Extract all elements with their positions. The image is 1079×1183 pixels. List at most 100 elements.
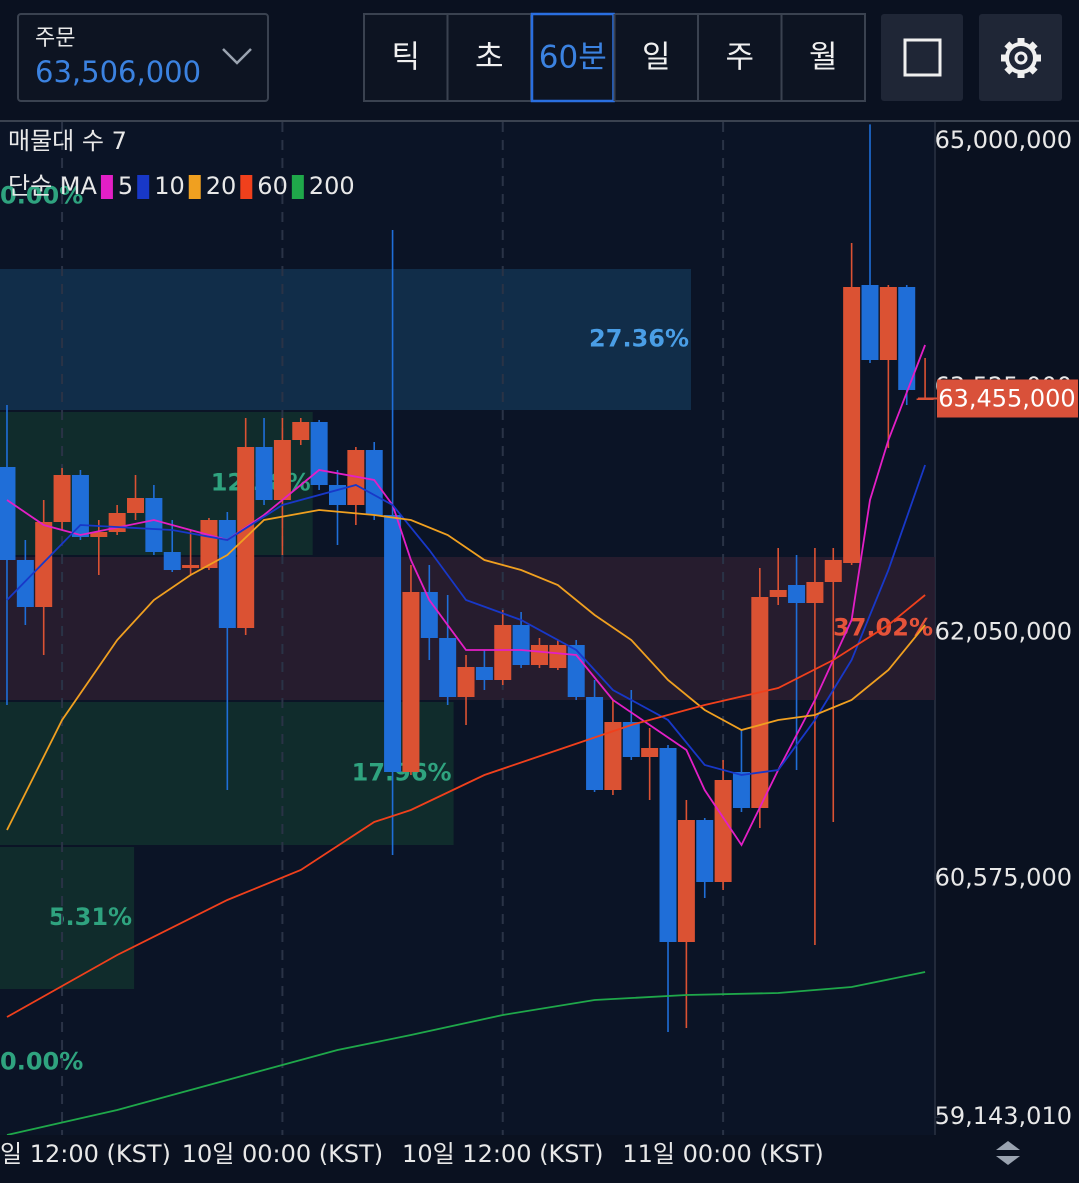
candle-body bbox=[402, 592, 420, 772]
order-box-frame[interactable] bbox=[17, 13, 269, 102]
candle-body bbox=[145, 498, 163, 552]
candle-body bbox=[530, 645, 548, 665]
x-tick-label: 11일 00:00 (KST) bbox=[622, 1140, 823, 1168]
candle-body bbox=[788, 585, 806, 603]
candle-body bbox=[71, 475, 89, 537]
candle-body bbox=[182, 565, 200, 568]
tab[interactable]: 주 bbox=[725, 40, 754, 76]
candle-body bbox=[641, 748, 659, 757]
legend-entry: 200 bbox=[309, 172, 355, 200]
legend-swatch bbox=[100, 175, 113, 199]
candle-body bbox=[35, 522, 53, 607]
plot: 0.00%27.36%12.38%37.02%17.96%5.31%0.00% bbox=[0, 122, 935, 1135]
candle-body bbox=[898, 287, 916, 390]
current-price-label: 63,455,000 bbox=[938, 385, 1075, 413]
settings-button-bg[interactable] bbox=[979, 14, 1062, 101]
candle-body bbox=[127, 498, 145, 513]
current-price-box bbox=[937, 379, 1078, 418]
candle-body bbox=[567, 645, 585, 697]
order-box[interactable]: 주문 63,506,000 bbox=[17, 13, 269, 102]
candle-body bbox=[310, 422, 328, 485]
candle-body bbox=[751, 597, 769, 808]
tab[interactable]: 60분 bbox=[539, 40, 607, 76]
candle-body bbox=[549, 645, 567, 668]
candle-body bbox=[677, 820, 695, 942]
ma-line bbox=[6, 464, 926, 776]
x-tick-label: 10일 12:00 (KST) bbox=[402, 1140, 603, 1168]
y-tick-label: 65,000,000 bbox=[935, 126, 1072, 154]
scroll-handle[interactable] bbox=[996, 1141, 1020, 1165]
legend-entry: 10 bbox=[154, 172, 185, 200]
order-label: 주문 bbox=[35, 26, 75, 51]
candle-body bbox=[861, 285, 879, 360]
candle-body bbox=[475, 667, 493, 680]
candle-body bbox=[439, 638, 457, 697]
candle-body bbox=[659, 748, 677, 942]
ma-line bbox=[6, 509, 926, 831]
candle-body bbox=[420, 592, 438, 638]
volume-band-label: 17.96% bbox=[352, 759, 452, 787]
dropdown-chevron bbox=[222, 48, 252, 65]
tab[interactable]: 월 bbox=[809, 40, 838, 76]
candle-body bbox=[200, 520, 218, 568]
candle-body bbox=[732, 772, 750, 808]
legend-swatch bbox=[291, 175, 304, 199]
candle-body bbox=[604, 722, 622, 790]
square-button-bg[interactable] bbox=[881, 14, 963, 101]
candle-body bbox=[457, 667, 475, 697]
y-tick-label: 60,575,000 bbox=[935, 864, 1072, 892]
volume-band bbox=[0, 269, 692, 410]
candle-body bbox=[90, 532, 108, 537]
volume-band-label: 0.00% bbox=[0, 1048, 83, 1076]
y-tick-label: 62,050,000 bbox=[935, 618, 1072, 646]
volume-band-label: 0.00% bbox=[0, 182, 83, 210]
legend-entry: 5 bbox=[118, 172, 133, 200]
square-icon bbox=[903, 38, 942, 77]
scroll-up[interactable] bbox=[996, 1141, 1020, 1150]
candle-body bbox=[806, 582, 824, 603]
square-button[interactable] bbox=[881, 14, 963, 101]
candle-body bbox=[163, 552, 181, 570]
tab[interactable]: 일 bbox=[642, 40, 671, 76]
candle-body bbox=[255, 447, 273, 500]
candle-body bbox=[0, 467, 16, 560]
settings-button[interactable] bbox=[979, 14, 1062, 101]
candle-body bbox=[494, 625, 512, 680]
x-tick-label: 10일 00:00 (KST) bbox=[182, 1140, 383, 1168]
candle-body bbox=[273, 440, 291, 500]
profile-title: 매물대 수 7 bbox=[8, 127, 127, 155]
candle-body bbox=[879, 287, 897, 360]
candle-body bbox=[53, 475, 71, 522]
candle-body bbox=[16, 560, 34, 607]
legend-entry: 20 bbox=[206, 172, 237, 200]
candle-body bbox=[218, 520, 236, 628]
candle-body bbox=[292, 422, 310, 440]
overlay: 일 12:00 (KST) 10일 00:00 (KST) 10일 12:00 (K… bbox=[0, 126, 1078, 1168]
candle-body bbox=[622, 722, 640, 757]
candle-body bbox=[769, 590, 787, 597]
legend-swatch bbox=[188, 175, 201, 199]
candle-body bbox=[714, 780, 732, 882]
volume-band-label: 27.36% bbox=[589, 325, 689, 353]
tab-group: 틱 초 60분 일 주 월 bbox=[391, 12, 838, 103]
legend-swatch bbox=[240, 175, 253, 199]
candle-body bbox=[365, 450, 383, 515]
candle-body bbox=[384, 515, 402, 772]
candle-body bbox=[696, 820, 714, 882]
tab[interactable]: 틱 bbox=[391, 40, 420, 76]
scroll-down[interactable] bbox=[996, 1156, 1020, 1165]
tab[interactable]: 초 bbox=[475, 40, 504, 76]
order-price: 63,506,000 bbox=[35, 55, 201, 89]
y-tick-label: 59,143,010 bbox=[935, 1102, 1072, 1130]
volume-band bbox=[0, 847, 135, 989]
candle-body bbox=[328, 485, 346, 505]
ma-legend-label: 단순 MA bbox=[8, 172, 97, 200]
candle-body bbox=[843, 287, 861, 563]
legend-entry: 60 bbox=[257, 172, 288, 200]
ma-line bbox=[6, 971, 926, 1135]
x-tick-label: 일 12:00 (KST) bbox=[0, 1140, 171, 1168]
ma-line bbox=[6, 594, 926, 1018]
candle-body bbox=[586, 697, 604, 790]
candle-body bbox=[512, 625, 530, 665]
